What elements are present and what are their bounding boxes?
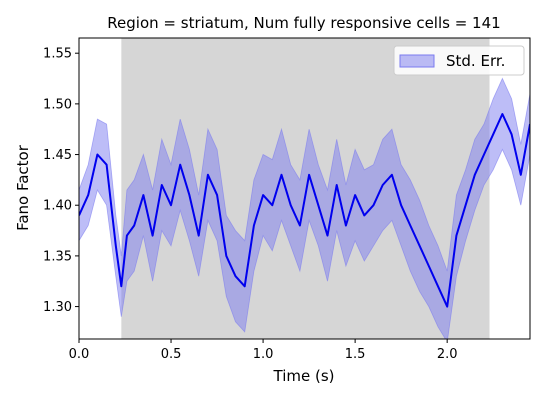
legend: Std. Err.	[393, 45, 525, 76]
y-tick-label: 1.50	[43, 97, 72, 112]
x-axis-label: Time (s)	[273, 367, 335, 385]
x-tick-label: 1.5	[345, 347, 366, 362]
x-tick-label: 1.0	[253, 347, 274, 362]
mean-fano-line	[79, 113, 530, 308]
x-tick-label: 0.0	[69, 347, 90, 362]
y-tick-label: 1.45	[43, 148, 72, 163]
legend-std-err-label: Std. Err.	[446, 52, 505, 70]
x-tick-label: 0.5	[161, 347, 182, 362]
chart-title: Region = striatum, Num fully responsive …	[107, 14, 500, 32]
legend-box	[393, 45, 525, 76]
x-axis-ticks: 0.0 0.5 1.0 1.5 2.0	[69, 339, 458, 362]
y-axis-label: Fano Factor	[14, 144, 32, 231]
legend-std-err-swatch	[399, 54, 435, 68]
x-tick-label: 2.0	[437, 347, 458, 362]
y-tick-label: 1.35	[43, 249, 72, 264]
y-axis-ticks: 1.30 1.35 1.40 1.45 1.50 1.55	[43, 47, 79, 315]
y-tick-label: 1.40	[43, 199, 72, 214]
plot-area	[79, 38, 530, 339]
y-tick-label: 1.30	[43, 300, 72, 315]
axes-frame	[78, 37, 531, 340]
y-tick-label: 1.55	[43, 47, 72, 62]
std-err-band	[79, 77, 530, 339]
